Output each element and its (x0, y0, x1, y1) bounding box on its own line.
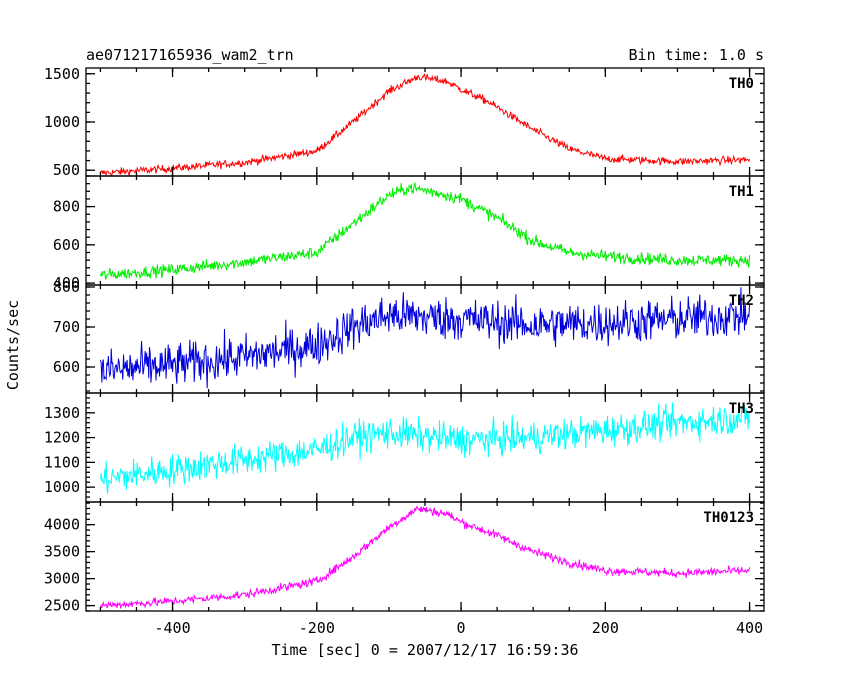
x-tick-label: 0 (457, 619, 466, 637)
series-line-th1 (99, 182, 751, 281)
y-tick-label: 800 (53, 198, 80, 216)
y-tick-label: 1000 (44, 478, 80, 496)
y-tick-label: 600 (53, 236, 80, 254)
panels-group: 500 1000 1500 TH0 400 600 800 TH1 600 700 800 TH2 10… (44, 65, 765, 637)
series-line-th2 (99, 287, 751, 389)
y-tick-label: 3500 (44, 543, 80, 561)
panel-frame (85, 501, 765, 612)
y-axis-label: Counts/sec (4, 300, 22, 390)
x-axis-label: Time [sec] 0 = 2007/12/17 16:59:36 (271, 641, 578, 659)
series-line-th0123 (99, 505, 751, 609)
series-line-th3 (99, 402, 751, 494)
y-tick-label: 400 (53, 274, 80, 292)
panel-label-th3: TH3 (729, 401, 754, 417)
panel-label-th0123: TH0123 (703, 510, 754, 526)
y-tick-label: 1300 (44, 404, 80, 422)
y-tick-label: 1000 (44, 113, 80, 131)
panel-label-th2: TH2 (729, 293, 754, 309)
y-tick-label: 1200 (44, 429, 80, 447)
y-tick-label: 800 (53, 278, 80, 296)
series-line-th0 (100, 72, 751, 176)
y-tick-label: 1500 (44, 65, 80, 83)
y-tick-label: 4000 (44, 516, 80, 534)
chart-title-left: ae071217165936_wam2_trn (86, 46, 294, 64)
panel-frame (85, 392, 765, 503)
x-tick-label: 400 (736, 619, 763, 637)
panel-label-th0: TH0 (729, 76, 754, 92)
chart-title-right: Bin time: 1.0 s (629, 46, 764, 64)
panel-frame (85, 284, 765, 394)
y-tick-label: 2500 (44, 597, 80, 615)
y-tick-label: 1100 (44, 453, 80, 471)
x-tick-label: 200 (592, 619, 619, 637)
y-tick-label: 600 (53, 358, 80, 376)
x-tick-label: -200 (299, 619, 335, 637)
x-tick-label: -400 (154, 619, 190, 637)
panel-label-th1: TH1 (729, 184, 754, 200)
y-tick-label: 700 (53, 318, 80, 336)
y-tick-label: 3000 (44, 570, 80, 588)
y-tick-label: 500 (53, 161, 80, 179)
